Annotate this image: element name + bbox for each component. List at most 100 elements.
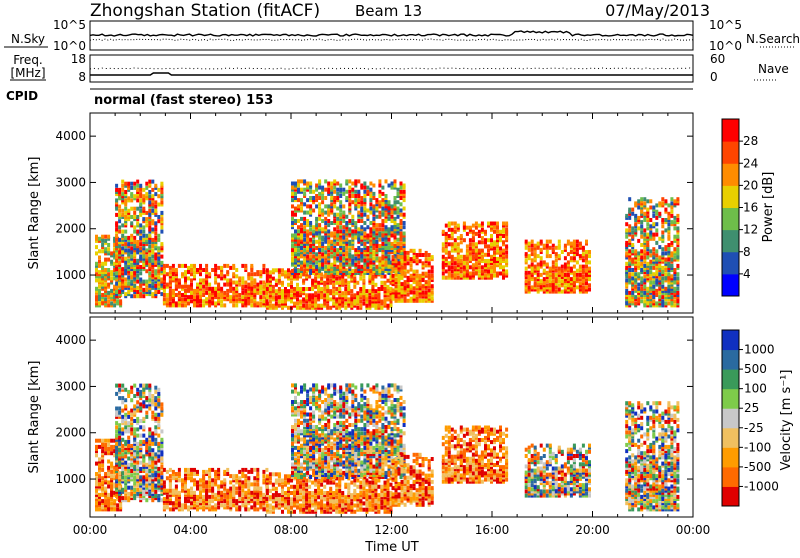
echo-cell xyxy=(375,198,378,202)
echo-cell xyxy=(403,213,406,217)
echo-cell xyxy=(318,236,321,240)
echo-cell xyxy=(413,291,416,295)
echo-cell xyxy=(366,209,369,213)
echo-cell xyxy=(561,265,564,269)
echo-cell xyxy=(525,246,528,250)
echo-cell xyxy=(154,200,157,204)
echo-cell xyxy=(291,269,294,273)
echo-cell xyxy=(628,268,631,272)
y-tick-label: 3000 xyxy=(55,175,86,189)
echo-cell xyxy=(151,398,154,402)
echo-cell xyxy=(667,272,670,276)
echo-cell xyxy=(208,287,211,291)
echo-cell xyxy=(166,495,169,499)
echo-cell xyxy=(151,255,154,259)
echo-cell xyxy=(378,257,381,261)
echo-cell xyxy=(460,274,463,278)
echo-cell xyxy=(576,269,579,273)
echo-cell xyxy=(202,293,205,297)
echo-cell xyxy=(670,201,673,205)
echo-cell xyxy=(297,219,300,223)
echo-cell xyxy=(287,268,290,272)
echo-cell xyxy=(378,269,381,273)
echo-cell xyxy=(673,220,676,224)
echo-cell xyxy=(661,235,664,239)
nsky-line xyxy=(90,31,693,36)
echo-cell xyxy=(314,277,317,281)
echo-cell xyxy=(646,222,649,226)
echo-cell xyxy=(130,409,133,413)
echo-cell xyxy=(537,254,540,258)
echo-cell xyxy=(478,249,481,253)
echo-cell xyxy=(133,225,136,229)
echo-cell xyxy=(363,242,366,246)
echo-cell xyxy=(481,222,484,226)
echo-cell xyxy=(676,235,679,239)
echo-cell xyxy=(670,197,673,201)
echo-cell xyxy=(124,236,127,240)
echo-cell xyxy=(136,417,139,421)
echo-cell xyxy=(157,188,160,192)
echo-cell xyxy=(502,265,505,269)
echo-cell xyxy=(640,287,643,291)
echo-cell xyxy=(637,216,640,220)
echo-cell xyxy=(127,440,130,444)
echo-cell xyxy=(130,271,133,275)
echo-cell xyxy=(199,272,202,276)
echo-cell xyxy=(151,194,154,198)
echo-cell xyxy=(395,263,398,267)
echo-cell xyxy=(416,280,419,284)
cpid-label: CPID xyxy=(6,89,38,103)
echo-cell xyxy=(359,287,362,291)
freq-tick-top: 18 xyxy=(71,52,86,66)
echo-cell xyxy=(378,215,381,219)
echo-cell xyxy=(121,213,124,217)
echo-cell xyxy=(348,186,351,190)
nsearch-tick-top: 10^5 xyxy=(709,18,742,32)
echo-cell xyxy=(445,269,448,273)
echo-cell xyxy=(570,277,573,281)
echo-cell xyxy=(640,299,643,303)
echo-cell xyxy=(667,301,670,305)
echo-cell xyxy=(300,223,303,227)
echo-cell xyxy=(309,211,312,215)
echo-cell xyxy=(640,268,643,272)
echo-cell xyxy=(130,294,133,298)
echo-cell xyxy=(127,390,130,394)
echo-cell xyxy=(133,211,136,215)
echo-cell xyxy=(104,439,107,443)
echo-cell xyxy=(278,275,281,279)
echo-cell xyxy=(232,295,235,299)
echo-cell xyxy=(576,248,579,252)
echo-cell xyxy=(646,226,649,230)
echo-cell xyxy=(318,192,321,196)
echo-cell xyxy=(369,269,372,273)
echo-cell xyxy=(323,281,326,285)
echo-cell xyxy=(98,256,101,260)
echo-cell xyxy=(232,303,235,307)
echo-cell xyxy=(315,261,318,265)
echo-cell xyxy=(118,423,121,427)
echo-cell xyxy=(297,269,300,273)
echo-cell xyxy=(670,295,673,299)
echo-cell xyxy=(502,249,505,253)
echo-cell xyxy=(425,257,428,261)
echo-cell xyxy=(649,206,652,210)
echo-cell xyxy=(661,247,664,251)
echo-cell xyxy=(107,460,110,464)
echo-cell xyxy=(266,295,269,299)
echo-cell xyxy=(582,269,585,273)
echo-cell xyxy=(392,268,395,272)
echo-cell xyxy=(372,250,375,254)
echo-cell xyxy=(333,248,336,252)
echo-cell xyxy=(403,221,406,225)
echo-cell xyxy=(107,243,110,247)
echo-cell xyxy=(490,222,493,226)
echo-cell xyxy=(664,258,667,262)
echo-cell xyxy=(98,237,101,241)
echo-cell xyxy=(478,240,481,244)
echo-cell xyxy=(250,272,253,276)
echo-cell xyxy=(431,266,434,270)
echo-cell xyxy=(297,248,300,252)
